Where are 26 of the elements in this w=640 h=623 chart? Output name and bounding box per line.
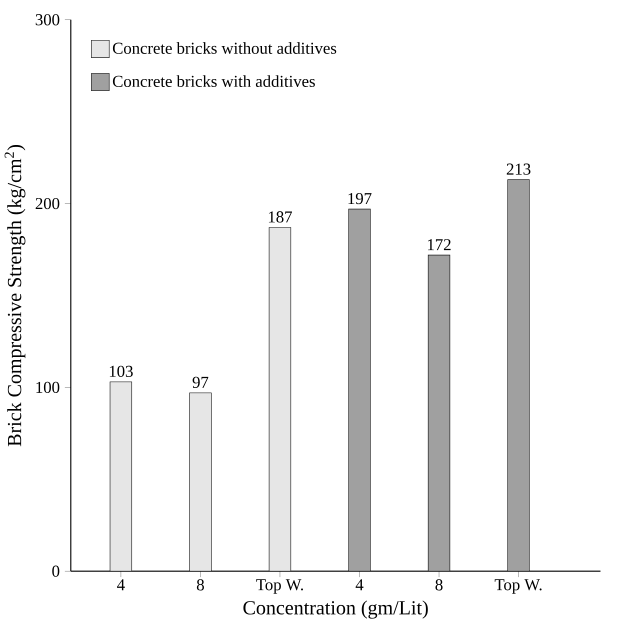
x-axis-title: Concentration (gm/Lit) — [243, 600, 428, 619]
data-label: 172 — [428, 238, 451, 250]
y-tick-label: 200 — [36, 198, 60, 210]
x-tick-label: 4 — [117, 579, 125, 590]
data-label: 97 — [192, 376, 208, 388]
x-tick-label: 8 — [196, 579, 204, 590]
y-tick-label: 100 — [36, 382, 60, 393]
legend-label: Concrete bricks with additives — [112, 75, 315, 87]
data-label: 103 — [110, 366, 133, 377]
x-tick-label: 4 — [356, 579, 364, 590]
bar — [428, 254, 450, 572]
bar — [189, 392, 212, 572]
y-tick-label: 0 — [52, 565, 60, 577]
bar — [268, 227, 292, 572]
y-tick-label: 300 — [36, 14, 60, 26]
data-label: 197 — [348, 192, 372, 204]
data-label: 187 — [268, 211, 292, 222]
bar — [348, 208, 371, 572]
legend-label: Concrete bricks without additives — [112, 42, 336, 54]
y-axis-title: Brick Compressive Strength (kg/cm$^{2}$) — [4, 144, 26, 446]
data-label: 213 — [506, 163, 530, 175]
bar — [507, 179, 530, 572]
bar — [110, 381, 132, 572]
x-tick-label: Top W. — [256, 579, 303, 594]
x-tick-label: 8 — [435, 579, 443, 590]
x-tick-label: Top W. — [494, 579, 542, 594]
